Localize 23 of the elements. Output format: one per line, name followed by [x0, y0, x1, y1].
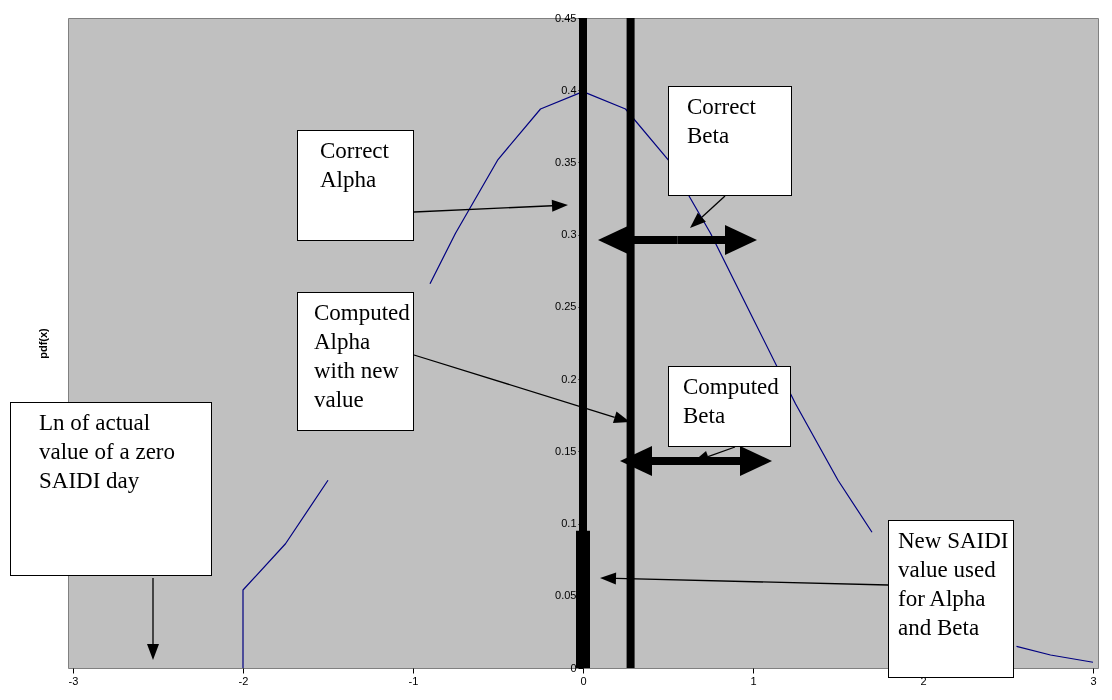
- y-tick-label: 0.05: [555, 589, 577, 602]
- y-tick-label: 0.15: [555, 444, 577, 457]
- y-tick-label: 0.4: [561, 83, 577, 96]
- y-tick-label: 0.1: [561, 517, 577, 530]
- note-box: Correct Alpha: [297, 130, 414, 241]
- y-axis-title: pdf(x): [36, 327, 49, 359]
- x-tick-label: 1: [750, 674, 757, 687]
- y-tick-label: 0.35: [555, 155, 577, 168]
- x-tick-label: 3: [1090, 674, 1097, 687]
- y-tick-label: 0.45: [555, 11, 577, 24]
- x-tick-label: -3: [68, 674, 79, 687]
- note-box: Computed Beta: [668, 366, 791, 447]
- note-box: Computed Alpha with new value: [297, 292, 414, 431]
- y-tick-label: 0.25: [555, 300, 577, 313]
- note-box: Correct Beta: [668, 86, 792, 196]
- x-tick-label: 0: [580, 674, 587, 687]
- x-tick-label: -1: [408, 674, 419, 687]
- note-box: New SAIDI value used for Alpha and Beta: [888, 520, 1014, 678]
- y-tick-label: 0.2: [561, 372, 577, 385]
- x-tick-label: -2: [238, 674, 249, 687]
- note-box: Ln of actual value of a zero SAIDI day: [10, 402, 212, 576]
- y-tick-label: 0.3: [561, 228, 577, 241]
- y-tick-label: 0: [570, 661, 577, 674]
